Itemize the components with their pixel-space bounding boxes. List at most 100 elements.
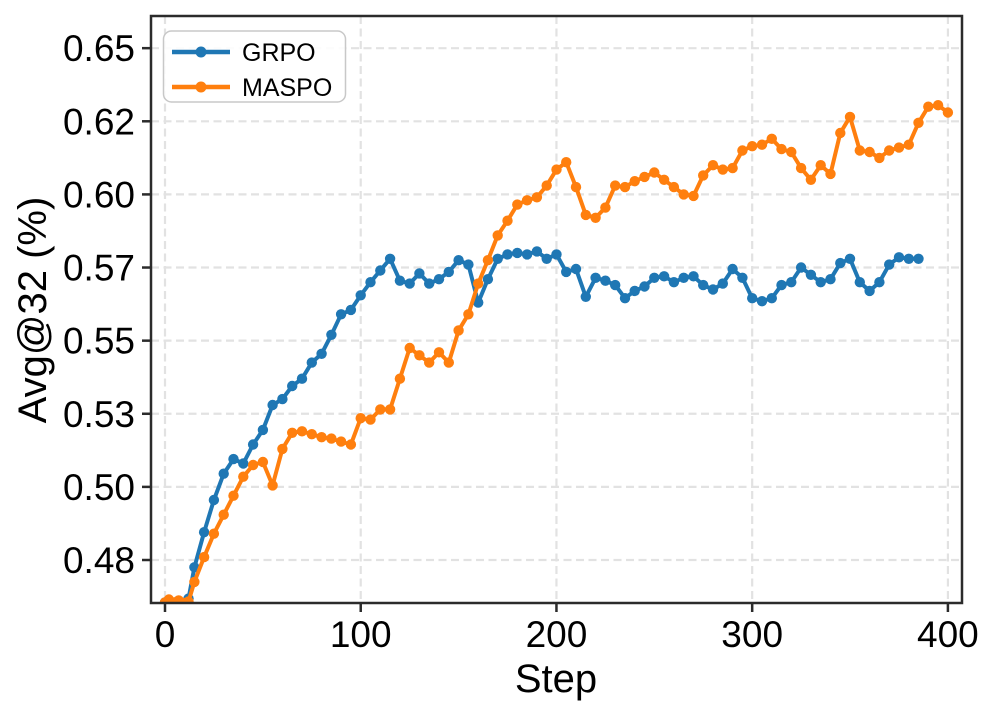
series-marker-grpo (747, 293, 758, 304)
series-marker-maspo (541, 180, 552, 191)
series-marker-grpo (306, 357, 317, 368)
series-marker-maspo (375, 404, 386, 415)
series-marker-maspo (903, 139, 914, 150)
legend-label-grpo: GRPO (242, 39, 316, 67)
series-marker-maspo (600, 202, 611, 213)
series-marker-grpo (316, 348, 327, 359)
legend-marker-maspo (195, 81, 207, 93)
series-marker-grpo (815, 277, 826, 288)
series-marker-maspo (267, 480, 278, 491)
series-marker-maspo (884, 145, 895, 156)
series-marker-maspo (874, 152, 885, 164)
series-marker-maspo (658, 174, 670, 185)
series-marker-grpo (208, 494, 220, 506)
y-tick-label: 0.50 (63, 467, 135, 508)
series-marker-maspo (932, 100, 944, 111)
series-marker-grpo (874, 277, 885, 288)
series-marker-maspo (384, 404, 396, 415)
series-marker-maspo (766, 133, 777, 144)
plot-series (159, 100, 954, 603)
series-marker-maspo (923, 101, 934, 112)
series-marker-maspo (570, 181, 582, 193)
series-marker-grpo (198, 527, 210, 538)
series-marker-maspo (316, 432, 327, 443)
x-axis-label: Step (515, 657, 597, 701)
series-marker-maspo (629, 176, 640, 187)
series-marker-maspo (668, 181, 680, 193)
series-marker-grpo (678, 272, 689, 283)
series-marker-maspo (463, 309, 474, 320)
series-marker-grpo (913, 253, 924, 264)
series-marker-maspo (727, 162, 738, 174)
series-marker-grpo (433, 274, 445, 285)
series-marker-grpo (257, 424, 269, 436)
series-marker-maspo (433, 347, 445, 358)
series-marker-maspo (619, 181, 631, 193)
series-marker-maspo (424, 357, 435, 368)
series-marker-maspo (707, 160, 719, 171)
axis-ticks (142, 46, 950, 612)
series-marker-maspo (482, 255, 494, 266)
y-tick-label: 0.48 (63, 540, 135, 581)
series-marker-grpo (649, 272, 660, 283)
series-marker-grpo (238, 458, 249, 469)
series-marker-maspo (561, 157, 572, 168)
series-marker-maspo (786, 146, 797, 158)
series-marker-grpo (228, 453, 239, 465)
series-marker-grpo (473, 297, 484, 308)
series-marker-maspo (502, 215, 513, 226)
series-marker-grpo (864, 285, 875, 297)
series-marker-grpo (698, 279, 709, 291)
series-marker-grpo (756, 296, 768, 307)
series-marker-grpo (512, 247, 523, 259)
series-marker-maspo (238, 471, 249, 482)
series-marker-maspo (737, 145, 748, 156)
series-marker-maspo (345, 439, 357, 450)
series-marker-grpo (296, 373, 308, 384)
x-tick-label: 200 (526, 614, 588, 655)
series-marker-grpo (825, 274, 836, 285)
series-marker-grpo (502, 249, 513, 260)
series-marker-grpo (688, 271, 699, 282)
series-marker-grpo (541, 253, 552, 264)
series-marker-maspo (610, 180, 621, 191)
series-marker-maspo (815, 160, 826, 171)
series-marker-grpo (639, 281, 650, 292)
legend: GRPO MASPO (162, 30, 347, 103)
series-marker-maspo (296, 426, 308, 437)
series-marker-maspo (551, 164, 562, 175)
y-tick-label: 0.60 (63, 174, 135, 215)
series-marker-grpo (854, 277, 865, 288)
series-marker-maspo (893, 142, 905, 153)
series-marker-maspo (795, 162, 807, 174)
series-marker-grpo (580, 291, 591, 302)
legend-marker-grpo (195, 46, 207, 58)
series-marker-grpo (844, 253, 856, 264)
series-marker-maspo (864, 146, 875, 158)
y-tick-label: 0.55 (63, 321, 135, 362)
y-axis-label: Avg@32 (%) (11, 197, 55, 424)
series-marker-maspo (521, 195, 533, 206)
series-marker-grpo (463, 259, 474, 270)
series-marker-grpo (629, 285, 640, 297)
series-marker-grpo (766, 293, 777, 304)
series-marker-maspo (473, 278, 484, 289)
tick-labels: 0 100 200 300 400 0.48 0.50 0.53 0.55 0.57 0.60 0.6… (63, 28, 979, 655)
series-marker-grpo (893, 252, 905, 263)
series-marker-maspo (277, 443, 288, 455)
y-tick-label: 0.53 (63, 394, 135, 435)
series-marker-maspo (835, 127, 846, 139)
series-marker-maspo (218, 509, 229, 520)
series-marker-grpo (727, 263, 738, 275)
series-marker-maspo (805, 174, 817, 185)
series-marker-maspo (414, 350, 425, 361)
series-marker-grpo (404, 278, 415, 289)
series-marker-grpo (668, 277, 680, 288)
series-marker-grpo (590, 272, 601, 283)
series-marker-maspo (326, 433, 337, 444)
series-marker-grpo (365, 277, 376, 288)
series-marker-maspo (531, 192, 543, 203)
series-marker-grpo (531, 246, 543, 257)
